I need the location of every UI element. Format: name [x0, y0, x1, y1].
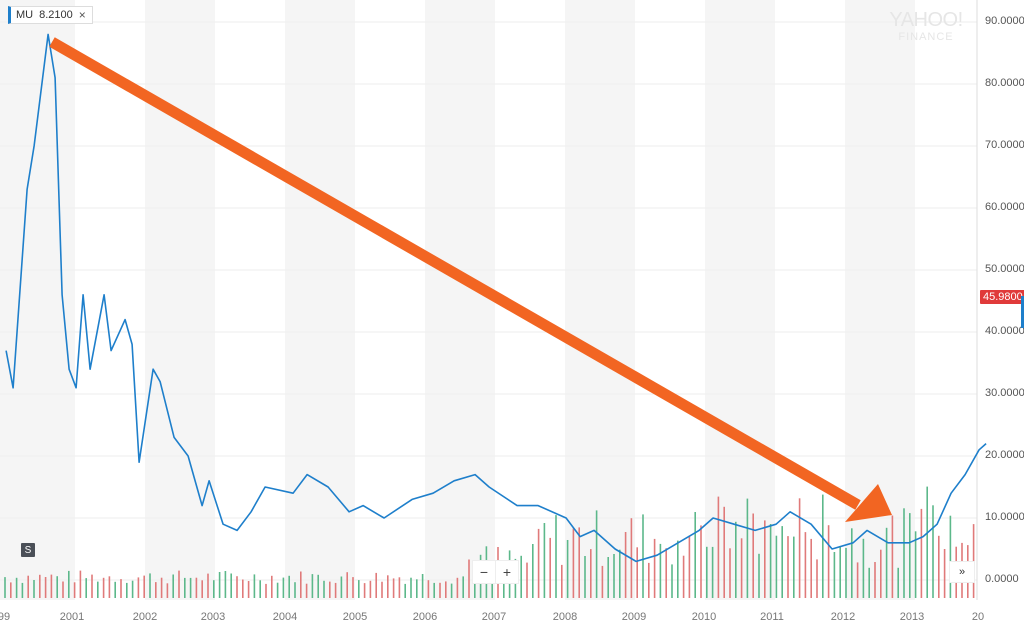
price-line	[5, 33, 987, 563]
y-tick-label: 90.0000	[985, 15, 1024, 27]
x-tick-label: 2003	[200, 611, 226, 623]
x-tick-label: 2010	[691, 611, 717, 623]
y-tick-label: 40.0000	[985, 325, 1024, 337]
ticker-symbol: MU	[16, 9, 34, 21]
year-bands	[0, 0, 915, 600]
x-tick-label: 2007	[481, 611, 507, 623]
watermark-line2: FINANCE	[898, 31, 954, 43]
close-icon[interactable]: ×	[78, 8, 86, 22]
x-tick-label: 20	[971, 611, 985, 623]
y-tick-label: 80.0000	[985, 77, 1024, 89]
x-tick-label: 2006	[412, 611, 438, 623]
watermark-line1: YAHOO!	[889, 9, 963, 31]
price-marker	[1021, 296, 1024, 328]
y-tick-label: 50.0000	[985, 263, 1024, 275]
y-tick-label: 60.0000	[985, 201, 1024, 213]
y-tick-label: 70.0000	[985, 139, 1024, 151]
zoom-control: − +	[472, 560, 519, 584]
trend-arrow	[49, 37, 892, 522]
x-tick-label: 2008	[552, 611, 578, 623]
y-tick-label: 30.0000	[985, 387, 1024, 399]
x-tick-label: 2013	[899, 611, 925, 623]
ticker-value: 8.2100	[39, 9, 73, 21]
s-button[interactable]: S	[21, 543, 35, 557]
y-tick-label: 0.0000	[985, 573, 1019, 585]
scroll-right-button[interactable]: »	[949, 561, 975, 583]
x-tick-label: 2002	[132, 611, 158, 623]
ticker-chip[interactable]: MU 8.2100 ×	[8, 6, 93, 24]
x-tick-label: 2004	[272, 611, 298, 623]
x-tick-label: 2005	[342, 611, 368, 623]
x-tick-label: 2001	[59, 611, 85, 623]
x-tick-label: 2009	[621, 611, 647, 623]
x-tick-label: 2012	[830, 611, 856, 623]
y-tick-label: 20.0000	[985, 449, 1024, 461]
zoom-in-button[interactable]: +	[495, 561, 518, 583]
zoom-out-button[interactable]: −	[479, 564, 489, 580]
y-tick-label: 10.0000	[985, 511, 1024, 523]
yahoo-finance-watermark: YAHOO! FINANCE	[880, 10, 972, 43]
x-tick-label: 2011	[760, 611, 784, 623]
current-price-tag: 45.9800	[980, 290, 1024, 304]
x-tick-label: 99	[0, 611, 11, 623]
